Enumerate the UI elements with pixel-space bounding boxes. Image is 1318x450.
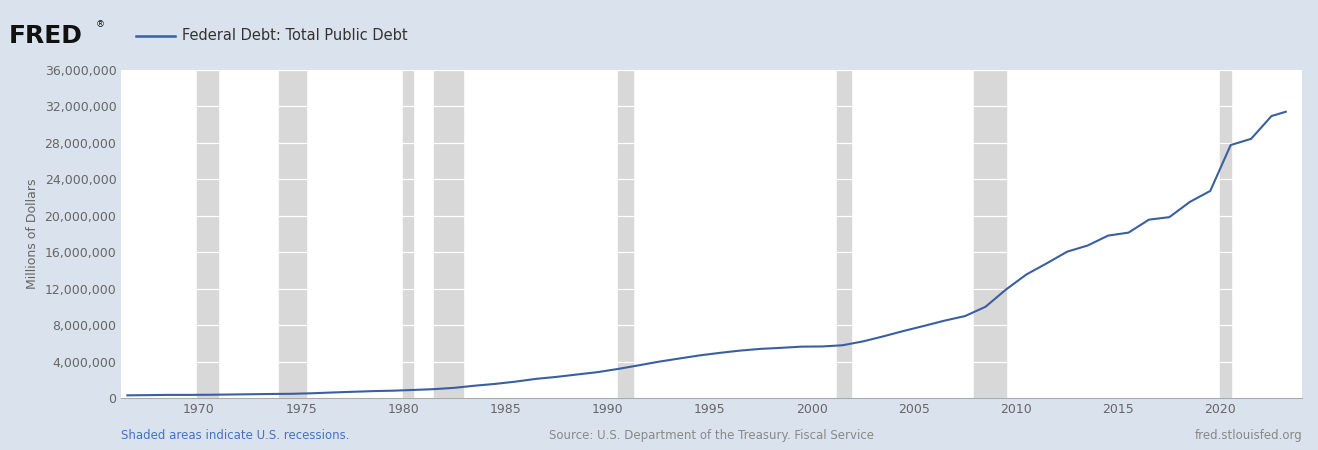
- Bar: [198, 70, 217, 398]
- Bar: [434, 70, 463, 398]
- Text: ®: ®: [96, 20, 105, 29]
- Text: fred.stlouisfed.org: fred.stlouisfed.org: [1194, 429, 1302, 442]
- Bar: [1220, 70, 1231, 398]
- Y-axis label: Millions of Dollars: Millions of Dollars: [26, 179, 40, 289]
- Text: Federal Debt: Total Public Debt: Federal Debt: Total Public Debt: [182, 28, 407, 44]
- Bar: [837, 70, 851, 398]
- Bar: [618, 70, 633, 398]
- Text: FRED: FRED: [9, 24, 83, 48]
- Text: Shaded areas indicate U.S. recessions.: Shaded areas indicate U.S. recessions.: [121, 429, 349, 442]
- Bar: [279, 70, 306, 398]
- Text: Source: U.S. Department of the Treasury. Fiscal Service: Source: U.S. Department of the Treasury.…: [550, 429, 874, 442]
- Bar: [974, 70, 1006, 398]
- Bar: [403, 70, 414, 398]
